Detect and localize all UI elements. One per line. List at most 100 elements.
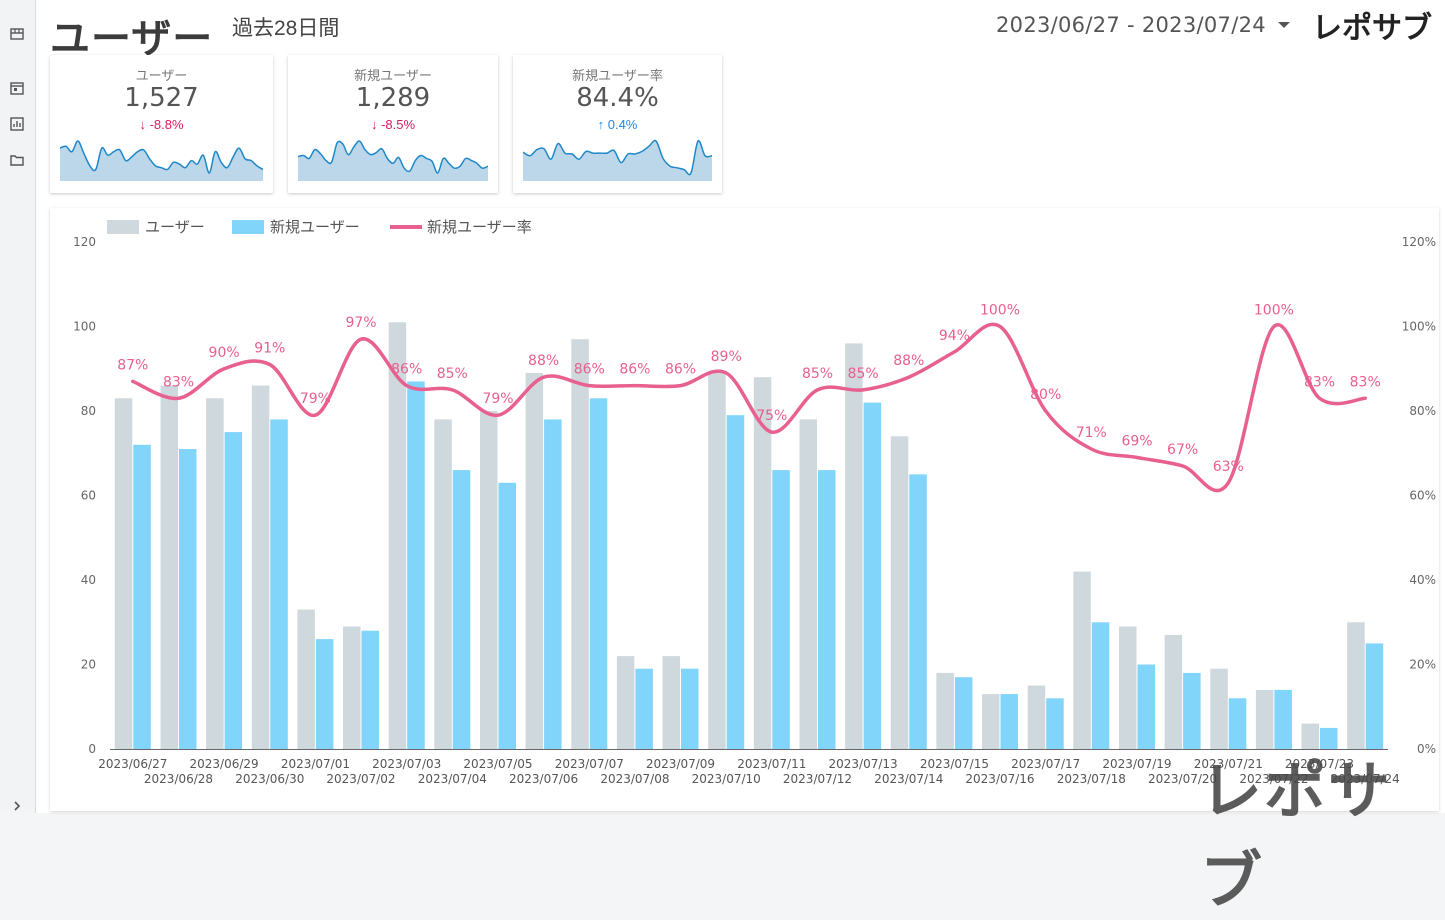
rate-data-label: 91% xyxy=(254,341,285,357)
bar-new-users[interactable] xyxy=(635,668,653,749)
bar-new-users[interactable] xyxy=(1137,664,1156,750)
bar-users[interactable] xyxy=(799,419,818,749)
rate-data-label: 83% xyxy=(163,374,194,390)
x-tick-label: 2023/07/14 xyxy=(874,772,943,786)
bar-new-users[interactable] xyxy=(1000,694,1019,749)
bar-new-users[interactable] xyxy=(909,474,927,749)
bar-new-users[interactable] xyxy=(224,432,243,749)
scorecard-sparkline xyxy=(60,140,263,181)
bar-new-users[interactable] xyxy=(589,398,608,749)
rate-data-label: 88% xyxy=(528,353,559,369)
bar-users[interactable] xyxy=(571,339,589,749)
y-right-tick-label: 80% xyxy=(1409,404,1436,418)
scorecard-new-users[interactable]: 新規ユーザー 1,289 ↓ -8.5% xyxy=(288,55,498,193)
bar-new-users[interactable] xyxy=(818,470,836,749)
bar-users[interactable] xyxy=(525,373,544,749)
bar-new-users[interactable] xyxy=(544,419,562,749)
y-left-tick-label: 60 xyxy=(81,489,96,503)
bar-users[interactable] xyxy=(114,398,133,749)
scorecard-delta: ↓ -8.5% xyxy=(370,117,416,132)
bar-users[interactable] xyxy=(1347,622,1365,750)
sparkline-line xyxy=(523,139,712,176)
scorecard-users[interactable]: ユーザー 1,527 ↓ -8.8% xyxy=(50,55,273,193)
bar-new-users[interactable] xyxy=(772,470,790,749)
bar-new-users[interactable] xyxy=(361,630,380,749)
bar-users[interactable] xyxy=(753,377,772,749)
chart-icon[interactable] xyxy=(5,112,29,136)
y-right-tick-label: 60% xyxy=(1409,489,1436,503)
bar-users[interactable] xyxy=(616,656,635,749)
rate-data-label: 83% xyxy=(1304,374,1335,390)
bar-new-users[interactable] xyxy=(681,668,699,749)
bar-new-users[interactable] xyxy=(407,381,425,749)
bar-new-users[interactable] xyxy=(1046,698,1064,749)
bar-new-users[interactable] xyxy=(315,639,334,749)
bar-users[interactable] xyxy=(160,385,179,749)
bar-users[interactable] xyxy=(251,385,270,749)
bar-users[interactable] xyxy=(1210,668,1228,749)
bar-users[interactable] xyxy=(708,373,726,749)
x-tick-label: 2023/07/06 xyxy=(509,772,578,786)
period-label: 過去28日間 xyxy=(232,17,340,40)
bar-new-users[interactable] xyxy=(1365,643,1384,749)
y-right-tick-label: 120% xyxy=(1402,235,1436,249)
x-tick-label: 2023/07/12 xyxy=(783,772,852,786)
y-left-tick-label: 20 xyxy=(81,658,96,672)
rate-data-label: 67% xyxy=(1167,442,1198,458)
bar-new-users[interactable] xyxy=(863,402,882,749)
sidebar xyxy=(0,0,36,813)
scorecard-delta: ↑ 0.4% xyxy=(597,117,638,132)
chevron-right-icon[interactable] xyxy=(5,794,29,818)
bar-new-users[interactable] xyxy=(133,444,151,749)
bar-users[interactable] xyxy=(1301,723,1320,749)
legend-swatch-new-users xyxy=(232,220,264,234)
legend-label-new-users: 新規ユーザー xyxy=(270,218,360,236)
bar-users[interactable] xyxy=(982,694,1000,749)
rate-data-label: 85% xyxy=(802,366,833,382)
bar-users[interactable] xyxy=(936,672,954,749)
y-right-tick-label: 0% xyxy=(1417,742,1436,756)
bar-users[interactable] xyxy=(206,398,224,749)
calendar-icon[interactable] xyxy=(5,76,29,100)
bar-users[interactable] xyxy=(1119,626,1137,750)
bar-new-users[interactable] xyxy=(1228,698,1247,749)
rate-line[interactable] xyxy=(131,322,1367,493)
bar-new-users[interactable] xyxy=(954,677,973,749)
y-left-tick-label: 0 xyxy=(88,742,96,756)
bar-new-users[interactable] xyxy=(498,482,517,749)
bar-users[interactable] xyxy=(434,419,452,749)
y-right-tick-label: 100% xyxy=(1402,320,1436,334)
bar-new-users[interactable] xyxy=(1320,727,1338,749)
bar-new-users[interactable] xyxy=(270,419,288,749)
bar-users[interactable] xyxy=(1073,571,1091,749)
chevron-down-icon[interactable] xyxy=(1278,22,1290,28)
bar-users[interactable] xyxy=(890,436,909,749)
bar-new-users[interactable] xyxy=(726,415,745,749)
bar-users[interactable] xyxy=(1255,689,1274,749)
bar-new-users[interactable] xyxy=(179,449,197,749)
store-icon[interactable] xyxy=(5,22,29,46)
rate-data-label: 100% xyxy=(980,303,1020,319)
sparkline-area xyxy=(60,140,263,181)
bar-users[interactable] xyxy=(1164,634,1183,749)
bar-users[interactable] xyxy=(845,343,863,749)
x-tick-label: 2023/07/08 xyxy=(600,772,669,786)
rate-data-label: 87% xyxy=(117,357,148,373)
bar-users[interactable] xyxy=(343,626,361,750)
scorecard-new-user-rate[interactable]: 新規ユーザー率 84.4% ↑ 0.4% xyxy=(513,55,722,193)
bar-users[interactable] xyxy=(662,656,681,749)
bar-users[interactable] xyxy=(297,609,315,749)
bar-users[interactable] xyxy=(480,411,498,749)
bar-new-users[interactable] xyxy=(452,470,471,749)
bar-users[interactable] xyxy=(1027,685,1046,749)
bar-new-users[interactable] xyxy=(1091,622,1110,750)
x-tick-label: 2023/07/11 xyxy=(737,757,806,771)
folder-icon[interactable] xyxy=(5,148,29,172)
bar-new-users[interactable] xyxy=(1183,672,1201,749)
arrow-up-icon: ↑ xyxy=(597,117,608,132)
bar-new-users[interactable] xyxy=(1274,689,1292,749)
rate-data-label: 83% xyxy=(1350,374,1381,390)
date-range-picker[interactable]: 2023/06/27 - 2023/07/24 xyxy=(996,13,1266,37)
x-tick-label: 2023/07/22 xyxy=(1239,772,1308,786)
bar-users[interactable] xyxy=(388,322,407,749)
